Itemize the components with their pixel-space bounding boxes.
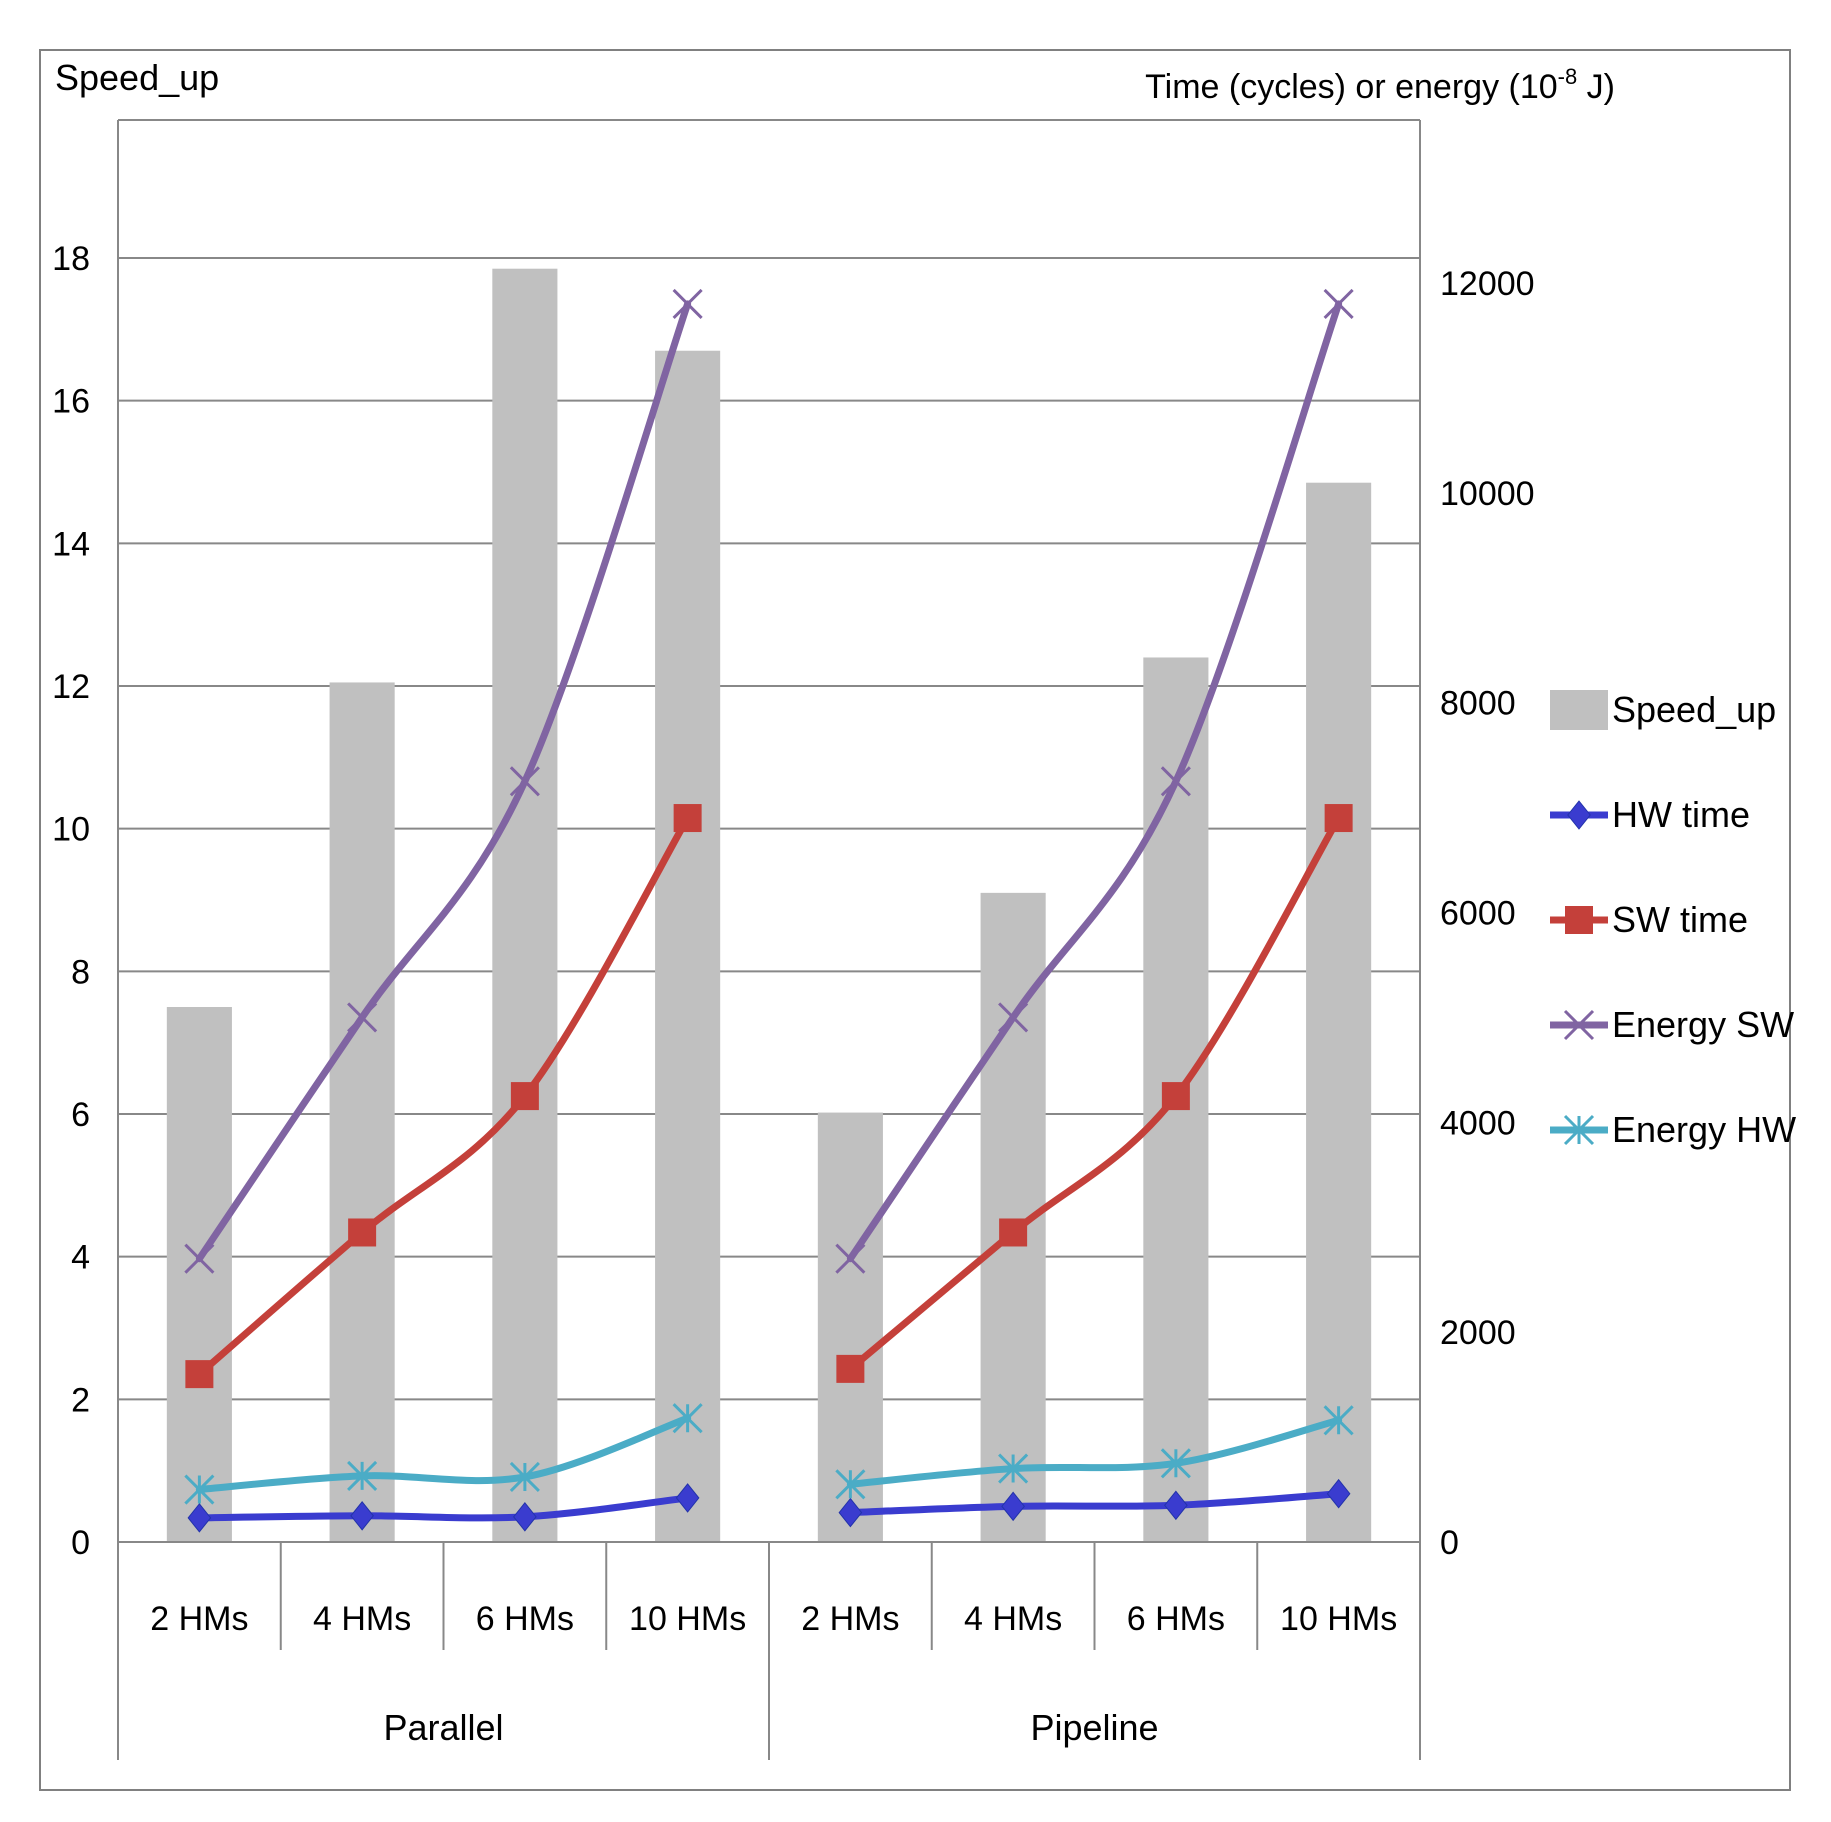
group-label-pipeline: Pipeline: [1030, 1707, 1158, 1748]
right-tick-label: 2000: [1440, 1314, 1516, 1352]
bar-speed-up-0: [166, 1007, 232, 1542]
right-axis-title: Time (cycles) or energy (10-8 J): [1145, 64, 1615, 106]
point-energy-hw-6: [1160, 1448, 1191, 1479]
right-axis-title-exponent: -8: [1558, 64, 1578, 89]
axes: [117, 120, 1421, 1760]
right-tick-label: 0: [1440, 1524, 1459, 1562]
bar-speed-up-7: [1306, 482, 1372, 1543]
legend-label-hw-time: HW time: [1612, 794, 1750, 835]
point-hw-time-7: [1326, 1478, 1351, 1509]
gridlines: [118, 119, 1420, 1543]
x-tick-label: 4 HMs: [313, 1600, 411, 1638]
legend-swatch-speed-up: [1550, 690, 1608, 730]
left-tick-label: 4: [71, 1239, 90, 1277]
point-hw-time-1: [350, 1500, 374, 1531]
left-tick-label: 18: [52, 240, 90, 278]
line-energy-hw-0: [195, 1414, 692, 1494]
point-energy-hw-2: [509, 1461, 540, 1493]
point-hw-time-6: [1164, 1490, 1188, 1521]
chart-border: [39, 49, 1791, 1791]
line-energy-sw-1: [846, 300, 1343, 1263]
point-sw-time-3: [673, 804, 702, 833]
left-tick-label: 12: [52, 668, 90, 706]
point-energy-sw-3: [672, 288, 703, 319]
right-tick-label: 10000: [1440, 475, 1535, 513]
point-energy-hw-0: [184, 1474, 215, 1505]
line-hw-time-1: [846, 1490, 1343, 1517]
line-energy-hw-1: [846, 1416, 1343, 1488]
right-tick-label: 4000: [1440, 1104, 1516, 1142]
point-energy-sw-5: [998, 1002, 1029, 1033]
x-tick-label: 4 HMs: [964, 1600, 1062, 1638]
point-energy-sw-4: [835, 1243, 866, 1274]
legend-label-energy-hw: Energy HW: [1612, 1109, 1796, 1150]
left-tick-label: 8: [71, 953, 90, 991]
group-label-parallel: Parallel: [383, 1707, 503, 1748]
line-energy-sw-0: [195, 300, 692, 1263]
left-tick-label: 0: [71, 1524, 90, 1562]
bar-speed-up-1: [329, 682, 395, 1542]
point-energy-sw-7: [1323, 288, 1354, 319]
legend-marker-energy-sw: [1563, 1009, 1595, 1041]
point-energy-hw-7: [1323, 1405, 1354, 1436]
point-sw-time-4: [836, 1354, 865, 1383]
point-sw-time-1: [348, 1218, 377, 1247]
series-lines: [184, 288, 1354, 1533]
legend: Speed_up HW time SW time Energy SW Energy HW: [1550, 689, 1796, 1150]
left-tick-label: 2: [71, 1381, 90, 1419]
x-tick-label: 6 HMs: [1127, 1600, 1225, 1638]
point-sw-time-2: [510, 1082, 539, 1111]
bar-speed-up-2: [492, 268, 558, 1543]
x-tick-label: 2 HMs: [150, 1600, 248, 1638]
point-energy-hw-1: [347, 1460, 378, 1491]
x-tick-label: 2 HMs: [801, 1600, 899, 1638]
right-tick-label: 6000: [1440, 894, 1516, 932]
line-sw-time-1: [846, 814, 1343, 1373]
point-sw-time-5: [999, 1218, 1028, 1247]
left-tick-label: 14: [52, 525, 90, 563]
point-sw-time-0: [185, 1360, 214, 1389]
point-hw-time-2: [513, 1502, 537, 1532]
point-energy-sw-2: [509, 766, 540, 797]
point-sw-time-6: [1161, 1082, 1190, 1111]
point-energy-hw-4: [835, 1469, 866, 1500]
point-hw-time-4: [838, 1497, 863, 1528]
speed-up-bars: [166, 268, 1372, 1543]
point-energy-sw-6: [1160, 766, 1191, 797]
point-hw-time-0: [187, 1503, 212, 1533]
legend-marker-sw-time: [1565, 906, 1593, 934]
legend-label-sw-time: SW time: [1612, 899, 1748, 940]
point-hw-time-5: [1001, 1491, 1025, 1522]
x-axis-ticks: 2 HMs 4 HMs 6 HMs 10 HMs 2 HMs 4 HMs 6 HMs 10 H…: [150, 1600, 1397, 1748]
bar-speed-up-3: [655, 350, 721, 1542]
left-axis-title: Speed_up: [55, 57, 219, 98]
x-tick-label: 6 HMs: [476, 1600, 574, 1638]
left-tick-label: 6: [71, 1096, 90, 1134]
legend-label-speed-up: Speed_up: [1612, 689, 1776, 730]
point-energy-sw-1: [347, 1002, 378, 1033]
line-hw-time-0: [195, 1494, 692, 1522]
x-tick-label: 10 HMs: [1280, 1600, 1397, 1638]
point-sw-time-7: [1324, 804, 1353, 833]
point-hw-time-3: [675, 1483, 700, 1513]
left-tick-label: 10: [52, 811, 90, 849]
right-tick-label: 12000: [1440, 265, 1535, 303]
right-axis-ticks: 0 2000 4000 6000 8000 10000 12000: [1440, 265, 1535, 1562]
legend-label-energy-sw: Energy SW: [1612, 1004, 1794, 1045]
left-tick-label: 16: [52, 383, 90, 421]
line-sw-time-0: [195, 814, 692, 1378]
x-tick-label: 10 HMs: [629, 1600, 746, 1638]
legend-marker-hw-time: [1567, 800, 1591, 830]
point-energy-sw-0: [184, 1243, 215, 1274]
point-energy-hw-5: [998, 1453, 1029, 1484]
left-axis-ticks: 0 2 4 6 8 10 12 14 16 18: [52, 240, 90, 1562]
right-tick-label: 8000: [1440, 685, 1516, 723]
legend-marker-energy-hw: [1563, 1114, 1595, 1146]
point-energy-hw-3: [672, 1403, 703, 1434]
